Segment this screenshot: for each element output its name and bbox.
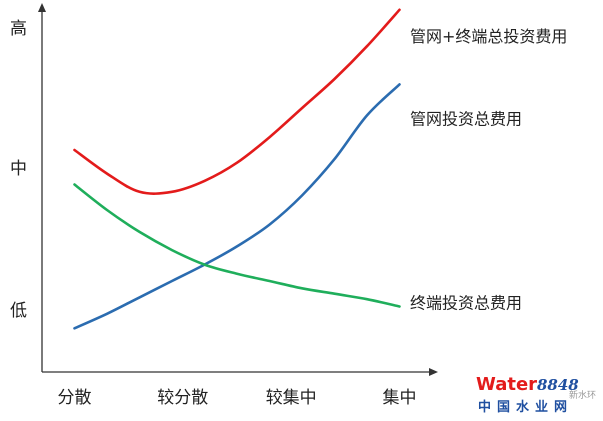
watermark-logo: Water 8848 中国水业网 新水环: [476, 374, 596, 415]
watermark-cn: 中国水业网: [478, 399, 573, 415]
x-tick-label: 较分散: [157, 388, 208, 408]
series-lines: [73, 8, 401, 330]
watermark-number: 8848: [537, 376, 579, 394]
y-tick-label: 中: [10, 159, 27, 179]
series-label-pipe-network-cost: 管网投资总费用: [410, 109, 522, 128]
watermark-small: 新水环: [569, 389, 596, 401]
x-tick-label: 较集中: [266, 388, 317, 408]
series-line-pipe-network-cost: [73, 83, 401, 330]
x-tick-label: 集中: [383, 388, 417, 408]
series-label-total-cost: 管网+终端总投资费用: [410, 27, 567, 46]
x-axis-arrow: [429, 368, 438, 376]
y-axis-arrow: [38, 3, 46, 12]
series-label-terminal-cost: 终端投资总费用: [410, 294, 522, 313]
y-tick-label: 低: [10, 301, 27, 321]
axes: [38, 3, 438, 376]
y-tick-label: 高: [10, 19, 27, 39]
series-line-total-cost: [73, 8, 401, 195]
watermark-word: Water: [476, 374, 537, 395]
series-line-terminal-cost: [73, 183, 401, 308]
x-tick-label: 分散: [58, 388, 92, 408]
